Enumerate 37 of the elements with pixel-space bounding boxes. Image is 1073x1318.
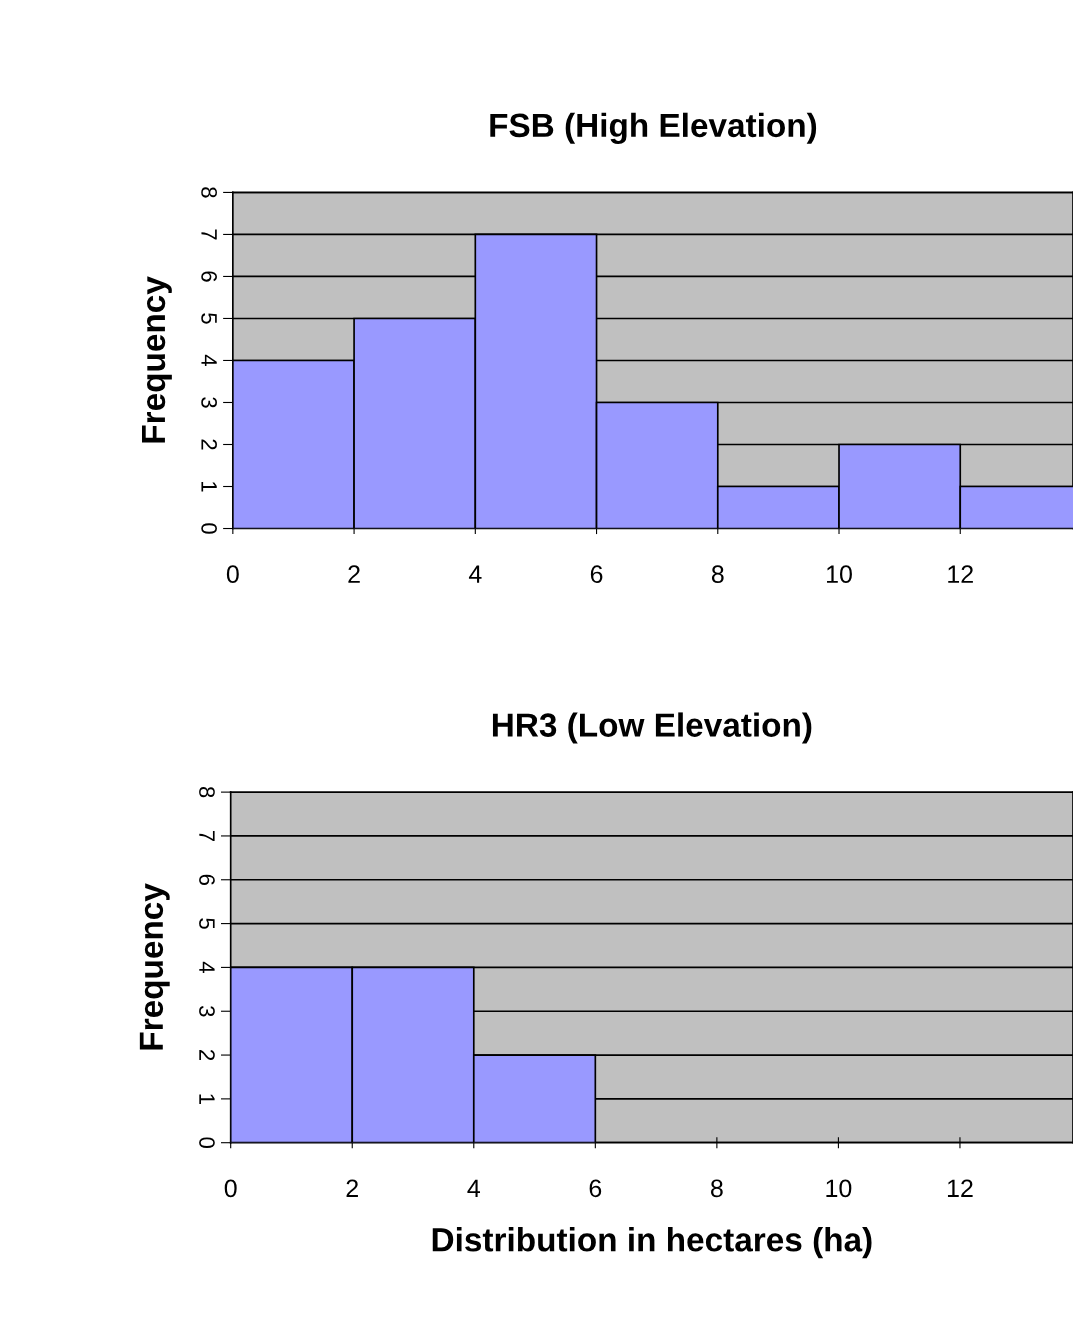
y-tick-label: 2: [201, 439, 217, 450]
x-tick-label: 0: [224, 1179, 237, 1198]
y-tick-label: 5: [201, 313, 217, 324]
x-tick-label: 8: [711, 1179, 723, 1198]
x-tick-label: 12: [948, 565, 973, 583]
y-axis-title: Frequency: [142, 276, 172, 443]
y-tick-label: 6: [199, 874, 215, 885]
y-tick-label: 1: [199, 1094, 215, 1104]
chart-title: FSB (High Elevation): [490, 112, 817, 144]
x-tick-label: 2: [348, 565, 360, 583]
x-tick-label: 6: [590, 565, 603, 583]
chart-title: HR3 (Low Elevation): [492, 712, 812, 744]
y-tick-label: 4: [201, 354, 217, 366]
y-tick-label: 8: [201, 187, 217, 198]
y-tick-label: 1: [201, 482, 217, 492]
x-tick-label: 4: [467, 1179, 481, 1197]
y-tick-label: 4: [199, 961, 215, 973]
x-tick-label: 10: [826, 1179, 852, 1198]
x-tick-label: 10: [827, 565, 852, 583]
x-tick-label: 2: [346, 1179, 358, 1197]
y-tick-label: 0: [199, 1137, 215, 1149]
y-tick-label: 0: [201, 523, 217, 534]
x-tick-label: 4: [468, 565, 482, 583]
x-tick-label: 0: [226, 565, 239, 583]
y-tick-label: 5: [199, 918, 215, 929]
y-tick-label: 2: [199, 1050, 215, 1061]
x-tick-label: 6: [589, 1179, 602, 1198]
y-tick-label: 6: [201, 271, 217, 282]
y-tick-label: 7: [201, 229, 217, 240]
y-tick-label: 7: [199, 830, 215, 842]
y-tick-label: 3: [199, 1005, 215, 1017]
x-tick-label: 8: [711, 565, 724, 583]
x-axis-title: Distribution in hectares (ha): [432, 1227, 872, 1259]
y-tick-label: 3: [201, 397, 217, 408]
y-axis-title: Frequency: [139, 883, 170, 1050]
x-tick-label: 12: [947, 1179, 973, 1197]
y-tick-label: 8: [199, 786, 215, 798]
